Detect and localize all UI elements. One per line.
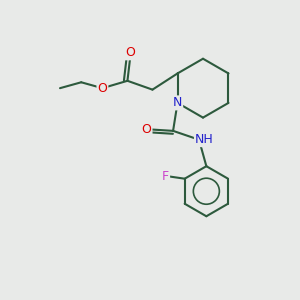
Text: N: N (173, 96, 182, 110)
Text: O: O (142, 123, 152, 136)
Text: F: F (162, 170, 169, 183)
Text: O: O (98, 82, 107, 95)
Text: O: O (125, 46, 135, 59)
Text: NH: NH (195, 133, 214, 146)
